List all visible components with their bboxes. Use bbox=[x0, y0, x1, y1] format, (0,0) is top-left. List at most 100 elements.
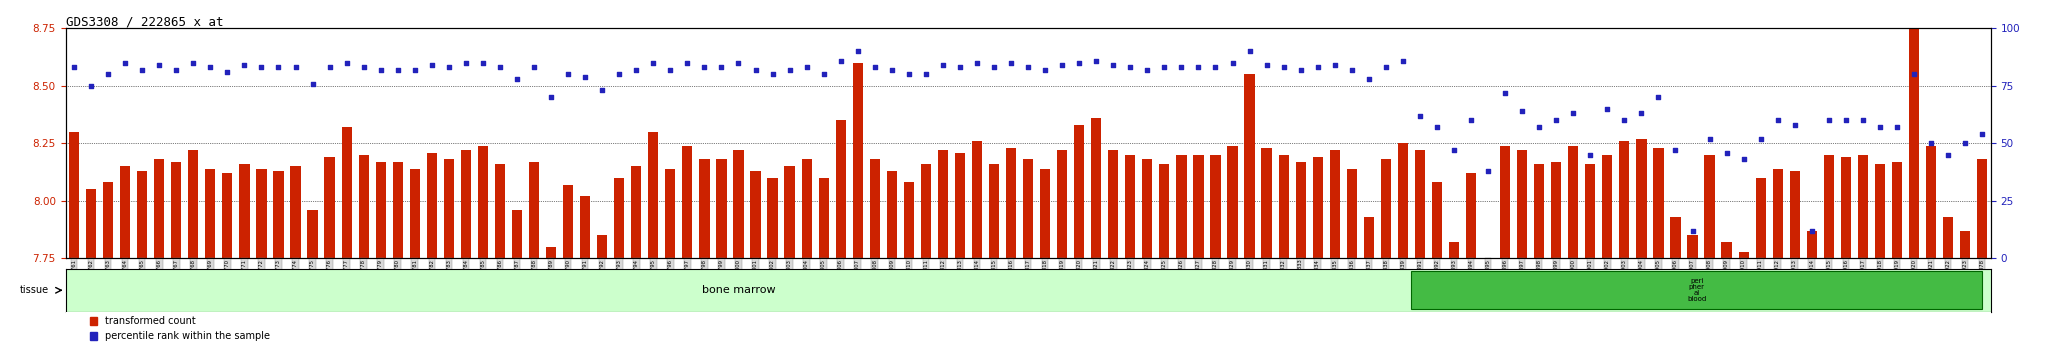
Point bbox=[1300, 64, 1333, 70]
Point bbox=[944, 64, 977, 70]
Text: GSM311810: GSM311810 bbox=[907, 259, 911, 291]
Bar bbox=[1108, 150, 1118, 258]
Text: GSM311913: GSM311913 bbox=[1792, 259, 1798, 291]
Point bbox=[246, 64, 279, 70]
Bar bbox=[1262, 148, 1272, 258]
Bar bbox=[358, 155, 369, 258]
Bar bbox=[375, 162, 385, 258]
Bar bbox=[1841, 157, 1851, 258]
Text: GSM311825: GSM311825 bbox=[1161, 259, 1167, 291]
Point bbox=[909, 72, 942, 77]
Bar bbox=[1466, 173, 1477, 258]
Point bbox=[1233, 48, 1266, 54]
Bar bbox=[1483, 258, 1493, 304]
Text: GSM311762: GSM311762 bbox=[88, 259, 94, 291]
Text: GSM311772: GSM311772 bbox=[258, 259, 264, 291]
Bar bbox=[528, 162, 539, 258]
Bar bbox=[1245, 74, 1255, 258]
Bar bbox=[70, 132, 80, 258]
Bar bbox=[768, 178, 778, 258]
Bar bbox=[1739, 251, 1749, 258]
Point bbox=[1812, 118, 1845, 123]
Text: GSM311900: GSM311900 bbox=[1571, 259, 1575, 291]
Point bbox=[1829, 118, 1862, 123]
Bar bbox=[819, 178, 829, 258]
Point bbox=[1165, 64, 1198, 70]
Point bbox=[1200, 64, 1233, 70]
Bar bbox=[1636, 139, 1647, 258]
Bar bbox=[496, 164, 506, 258]
Point bbox=[1847, 118, 1880, 123]
Bar bbox=[887, 171, 897, 258]
Bar bbox=[717, 160, 727, 258]
Text: GSM311770: GSM311770 bbox=[225, 259, 229, 291]
Point bbox=[1898, 72, 1931, 77]
Point bbox=[125, 67, 158, 73]
Bar bbox=[256, 169, 266, 258]
Text: GSM311818: GSM311818 bbox=[1042, 259, 1049, 291]
Point bbox=[143, 62, 176, 68]
Text: GSM311919: GSM311919 bbox=[1894, 259, 1898, 291]
Point bbox=[500, 76, 532, 82]
Text: GSM311837: GSM311837 bbox=[1366, 259, 1372, 291]
Text: GSM311894: GSM311894 bbox=[1468, 259, 1475, 291]
Bar bbox=[1944, 217, 1954, 258]
Point bbox=[1319, 62, 1352, 68]
Bar bbox=[188, 150, 199, 258]
Point bbox=[723, 60, 756, 66]
Bar bbox=[1278, 155, 1288, 258]
Bar bbox=[614, 178, 625, 258]
Text: peri
pher
al
blood: peri pher al blood bbox=[1688, 278, 1706, 302]
Bar bbox=[852, 63, 862, 258]
Point bbox=[1556, 110, 1589, 116]
Bar bbox=[1124, 155, 1135, 258]
Point bbox=[432, 64, 465, 70]
Text: GSM311774: GSM311774 bbox=[293, 259, 299, 291]
Point bbox=[535, 95, 567, 100]
Text: GSM311899: GSM311899 bbox=[1554, 259, 1559, 291]
Bar bbox=[1722, 242, 1733, 258]
Point bbox=[1710, 150, 1743, 155]
Point bbox=[1950, 141, 1982, 146]
Point bbox=[926, 62, 958, 68]
Bar bbox=[1671, 217, 1681, 258]
Bar bbox=[922, 164, 932, 258]
Text: GSM311790: GSM311790 bbox=[565, 259, 571, 291]
Text: bone marrow: bone marrow bbox=[702, 285, 776, 295]
Text: GSM311796: GSM311796 bbox=[668, 259, 674, 291]
Bar bbox=[1790, 171, 1800, 258]
Bar bbox=[1399, 143, 1409, 258]
Point bbox=[176, 60, 209, 66]
Bar bbox=[1550, 162, 1561, 258]
Text: GSM311821: GSM311821 bbox=[1094, 259, 1098, 291]
Bar bbox=[954, 153, 965, 258]
Text: GSM311896: GSM311896 bbox=[1503, 259, 1507, 291]
Text: GSM311901: GSM311901 bbox=[1587, 259, 1593, 291]
Bar bbox=[1925, 146, 1935, 258]
Bar bbox=[1823, 155, 1833, 258]
Text: GSM311816: GSM311816 bbox=[1008, 259, 1014, 291]
Point bbox=[57, 64, 90, 70]
Bar bbox=[1073, 125, 1083, 258]
Point bbox=[637, 60, 670, 66]
Text: GSM311814: GSM311814 bbox=[975, 259, 979, 291]
Text: GSM311804: GSM311804 bbox=[805, 259, 809, 291]
Text: GSM311902: GSM311902 bbox=[1606, 259, 1610, 291]
Point bbox=[551, 72, 584, 77]
Bar bbox=[1858, 155, 1868, 258]
Bar bbox=[698, 160, 709, 258]
Point bbox=[1608, 118, 1640, 123]
Point bbox=[1438, 147, 1470, 153]
Text: GSM311767: GSM311767 bbox=[174, 259, 178, 291]
Point bbox=[1284, 67, 1317, 73]
Bar bbox=[1040, 169, 1051, 258]
Point bbox=[1079, 58, 1112, 63]
Bar bbox=[1774, 169, 1784, 258]
Point bbox=[467, 60, 500, 66]
Point bbox=[195, 64, 227, 70]
Bar bbox=[1006, 148, 1016, 258]
Point bbox=[1335, 67, 1368, 73]
Point bbox=[348, 64, 381, 70]
Bar bbox=[1909, 28, 1919, 258]
Bar bbox=[1024, 160, 1032, 258]
